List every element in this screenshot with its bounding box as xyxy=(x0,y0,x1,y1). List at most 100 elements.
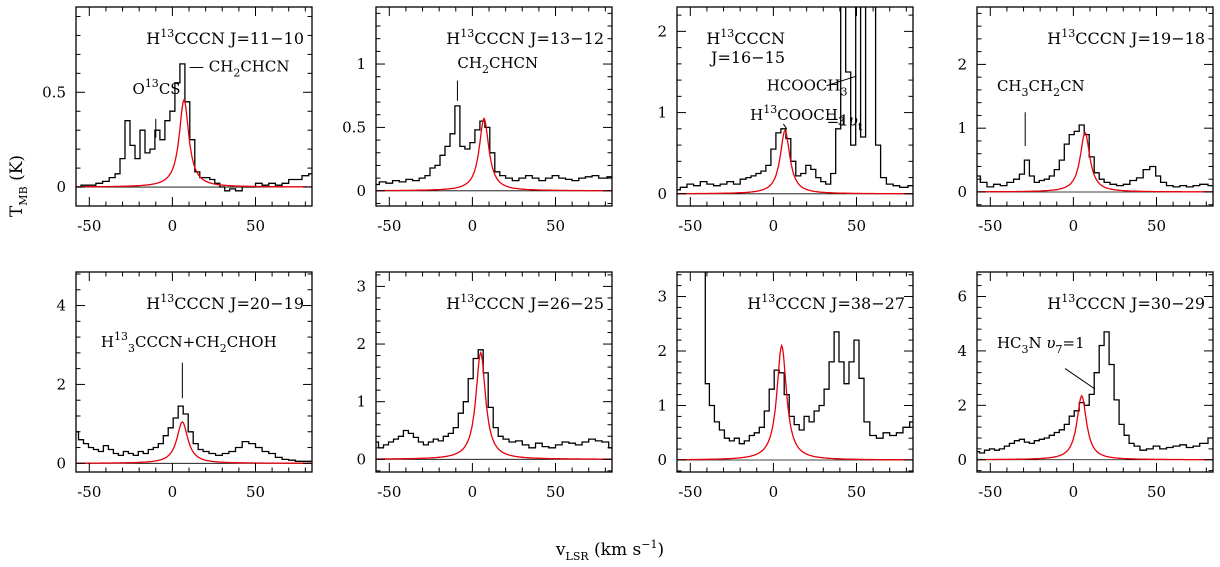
line-annotation: HC3N υ7=1 xyxy=(997,334,1096,390)
model-fit-line xyxy=(977,394,1213,461)
x-tick-label: 50 xyxy=(847,483,866,501)
annotation-subscript: 3 xyxy=(1022,343,1029,356)
annotation-text: CS xyxy=(159,80,181,98)
title-rest: CCCN xyxy=(734,29,785,48)
annotation-text: COOCH xyxy=(777,106,838,124)
x-axis-symbol: v xyxy=(555,540,566,560)
title-main: H xyxy=(446,294,460,313)
panel-title: H13CCCN J=11−10 xyxy=(146,27,304,48)
panel-frame xyxy=(976,6,1214,207)
observed-spectrum xyxy=(704,272,913,445)
title-main: H xyxy=(146,294,160,313)
panel-6: -50 0 50 0 1 2 3 H13CCCN J=26−25 xyxy=(356,271,613,501)
x-axis-title: vLSR (km s−1) xyxy=(555,538,664,563)
annotation-label: — CH2CHCN xyxy=(189,57,290,79)
annotation-pointer xyxy=(782,123,788,130)
annotation-text: CHCN xyxy=(489,54,538,72)
title-superscript: 13 xyxy=(1061,292,1075,305)
annotation-pointer xyxy=(826,75,857,87)
panel-title: H13CCCN J=38−27 xyxy=(747,292,905,313)
x-tick-label: 50 xyxy=(246,483,265,501)
panel-2: -50 0 50 0 0.5 1 H13CCCN J=13−12 CH2CHCN xyxy=(342,6,613,235)
x-axis-unit: (km s xyxy=(589,540,642,560)
annotation-text: =1 xyxy=(827,112,849,130)
panel-title: H13CCCN J=20−19 xyxy=(146,292,304,313)
line-annotation: O13CS xyxy=(133,77,181,138)
y-tick-label: 0.5 xyxy=(42,83,66,101)
y-axis-unit: (K) xyxy=(7,155,27,186)
panel-frame xyxy=(976,271,1214,473)
x-tick-label: -50 xyxy=(978,217,1002,235)
y-axis-symbol: T xyxy=(7,205,27,217)
line-annotation: HCOOCH3 xyxy=(767,75,857,99)
panel-frame xyxy=(676,6,914,207)
observed-spectrum xyxy=(376,349,612,449)
plot-area xyxy=(977,124,1213,193)
line-annotation: CH3CH2CN xyxy=(997,77,1085,147)
y-tick-label: 0 xyxy=(356,450,366,468)
y-tick-label: 2 xyxy=(957,55,967,73)
annotation-label: =1υt xyxy=(827,112,863,134)
panel-grid: -50 0 50 0 0.5 H13CCCN J=11−10 O13CS — CH2CHCN -… xyxy=(42,6,1214,501)
annotation-label: H13COOCH3 xyxy=(750,103,845,128)
annotation-text: H xyxy=(750,106,763,124)
y-tick-label: 0 xyxy=(957,183,967,201)
title-superscript: 13 xyxy=(460,27,474,40)
panel-title: H13CCCN xyxy=(706,27,785,48)
model-fit-line xyxy=(376,117,612,192)
y-axis-title: TMB (K) xyxy=(7,155,30,217)
x-tick-label: -50 xyxy=(77,217,101,235)
x-tick-label: 0 xyxy=(168,483,178,501)
x-tick-label: 50 xyxy=(546,217,565,235)
x-tick-label: 50 xyxy=(847,217,866,235)
annotation-text: CH xyxy=(1029,77,1054,95)
x-tick-label: 50 xyxy=(546,483,565,501)
annotation-pointer xyxy=(1064,368,1096,390)
panel-7: -50 0 50 0 1 2 3 H13CCCN J=38−27 xyxy=(657,271,914,501)
model-fit-line xyxy=(677,129,913,195)
observed-spectrum xyxy=(76,63,312,192)
annotation-text: CN xyxy=(1060,77,1085,95)
annotation-superscript: 13 xyxy=(763,103,777,116)
y-tick-label: 4 xyxy=(56,297,66,315)
plot-area xyxy=(76,405,312,464)
observed-spectrum xyxy=(376,105,612,186)
y-tick-label: 0 xyxy=(657,185,667,203)
title-main: H xyxy=(446,29,460,48)
panel-title: H13CCCN J=13−12 xyxy=(446,27,604,48)
panel-frame xyxy=(375,271,613,473)
annotation-subscript: 3 xyxy=(1022,86,1029,99)
model-fit-line xyxy=(76,98,312,188)
panel-title: H13CCCN J=30−29 xyxy=(1047,292,1205,313)
line-annotation: H13COOCH3 xyxy=(750,103,845,130)
y-axis-subscript: MB xyxy=(17,186,30,205)
annotation-subscript: 2 xyxy=(220,342,227,355)
annotation-text: CCCN+CH xyxy=(135,333,220,351)
annotation-text: CH xyxy=(227,333,252,351)
x-tick-label: -50 xyxy=(678,483,702,501)
y-tick-label: 6 xyxy=(957,287,967,305)
y-tick-label: 0 xyxy=(657,451,667,469)
annotation-text: CH xyxy=(457,54,482,72)
annotation-text: =1 xyxy=(1063,334,1085,352)
observed-spectrum xyxy=(677,7,913,191)
panel-title: H13CCCN J=26−25 xyxy=(446,292,604,313)
x-tick-label: -50 xyxy=(978,483,1002,501)
plot-area xyxy=(677,7,913,195)
title-superscript: 13 xyxy=(160,292,174,305)
y-tick-label: 0 xyxy=(356,182,366,200)
y-tick-label: 0 xyxy=(957,451,967,469)
panel-frame xyxy=(375,6,613,207)
panel-frame xyxy=(75,271,313,473)
annotation-label: CH2CHCN xyxy=(457,54,538,76)
model-fit-line xyxy=(76,421,312,464)
annotation-label: CH3CH2CN xyxy=(997,77,1085,99)
y-tick-label: 0 xyxy=(56,454,66,472)
annotation-subscript: 7 xyxy=(1056,343,1063,356)
model-fit-line xyxy=(977,131,1213,193)
y-tick-label: 0 xyxy=(56,178,66,196)
title-superscript: 13 xyxy=(1061,27,1075,40)
